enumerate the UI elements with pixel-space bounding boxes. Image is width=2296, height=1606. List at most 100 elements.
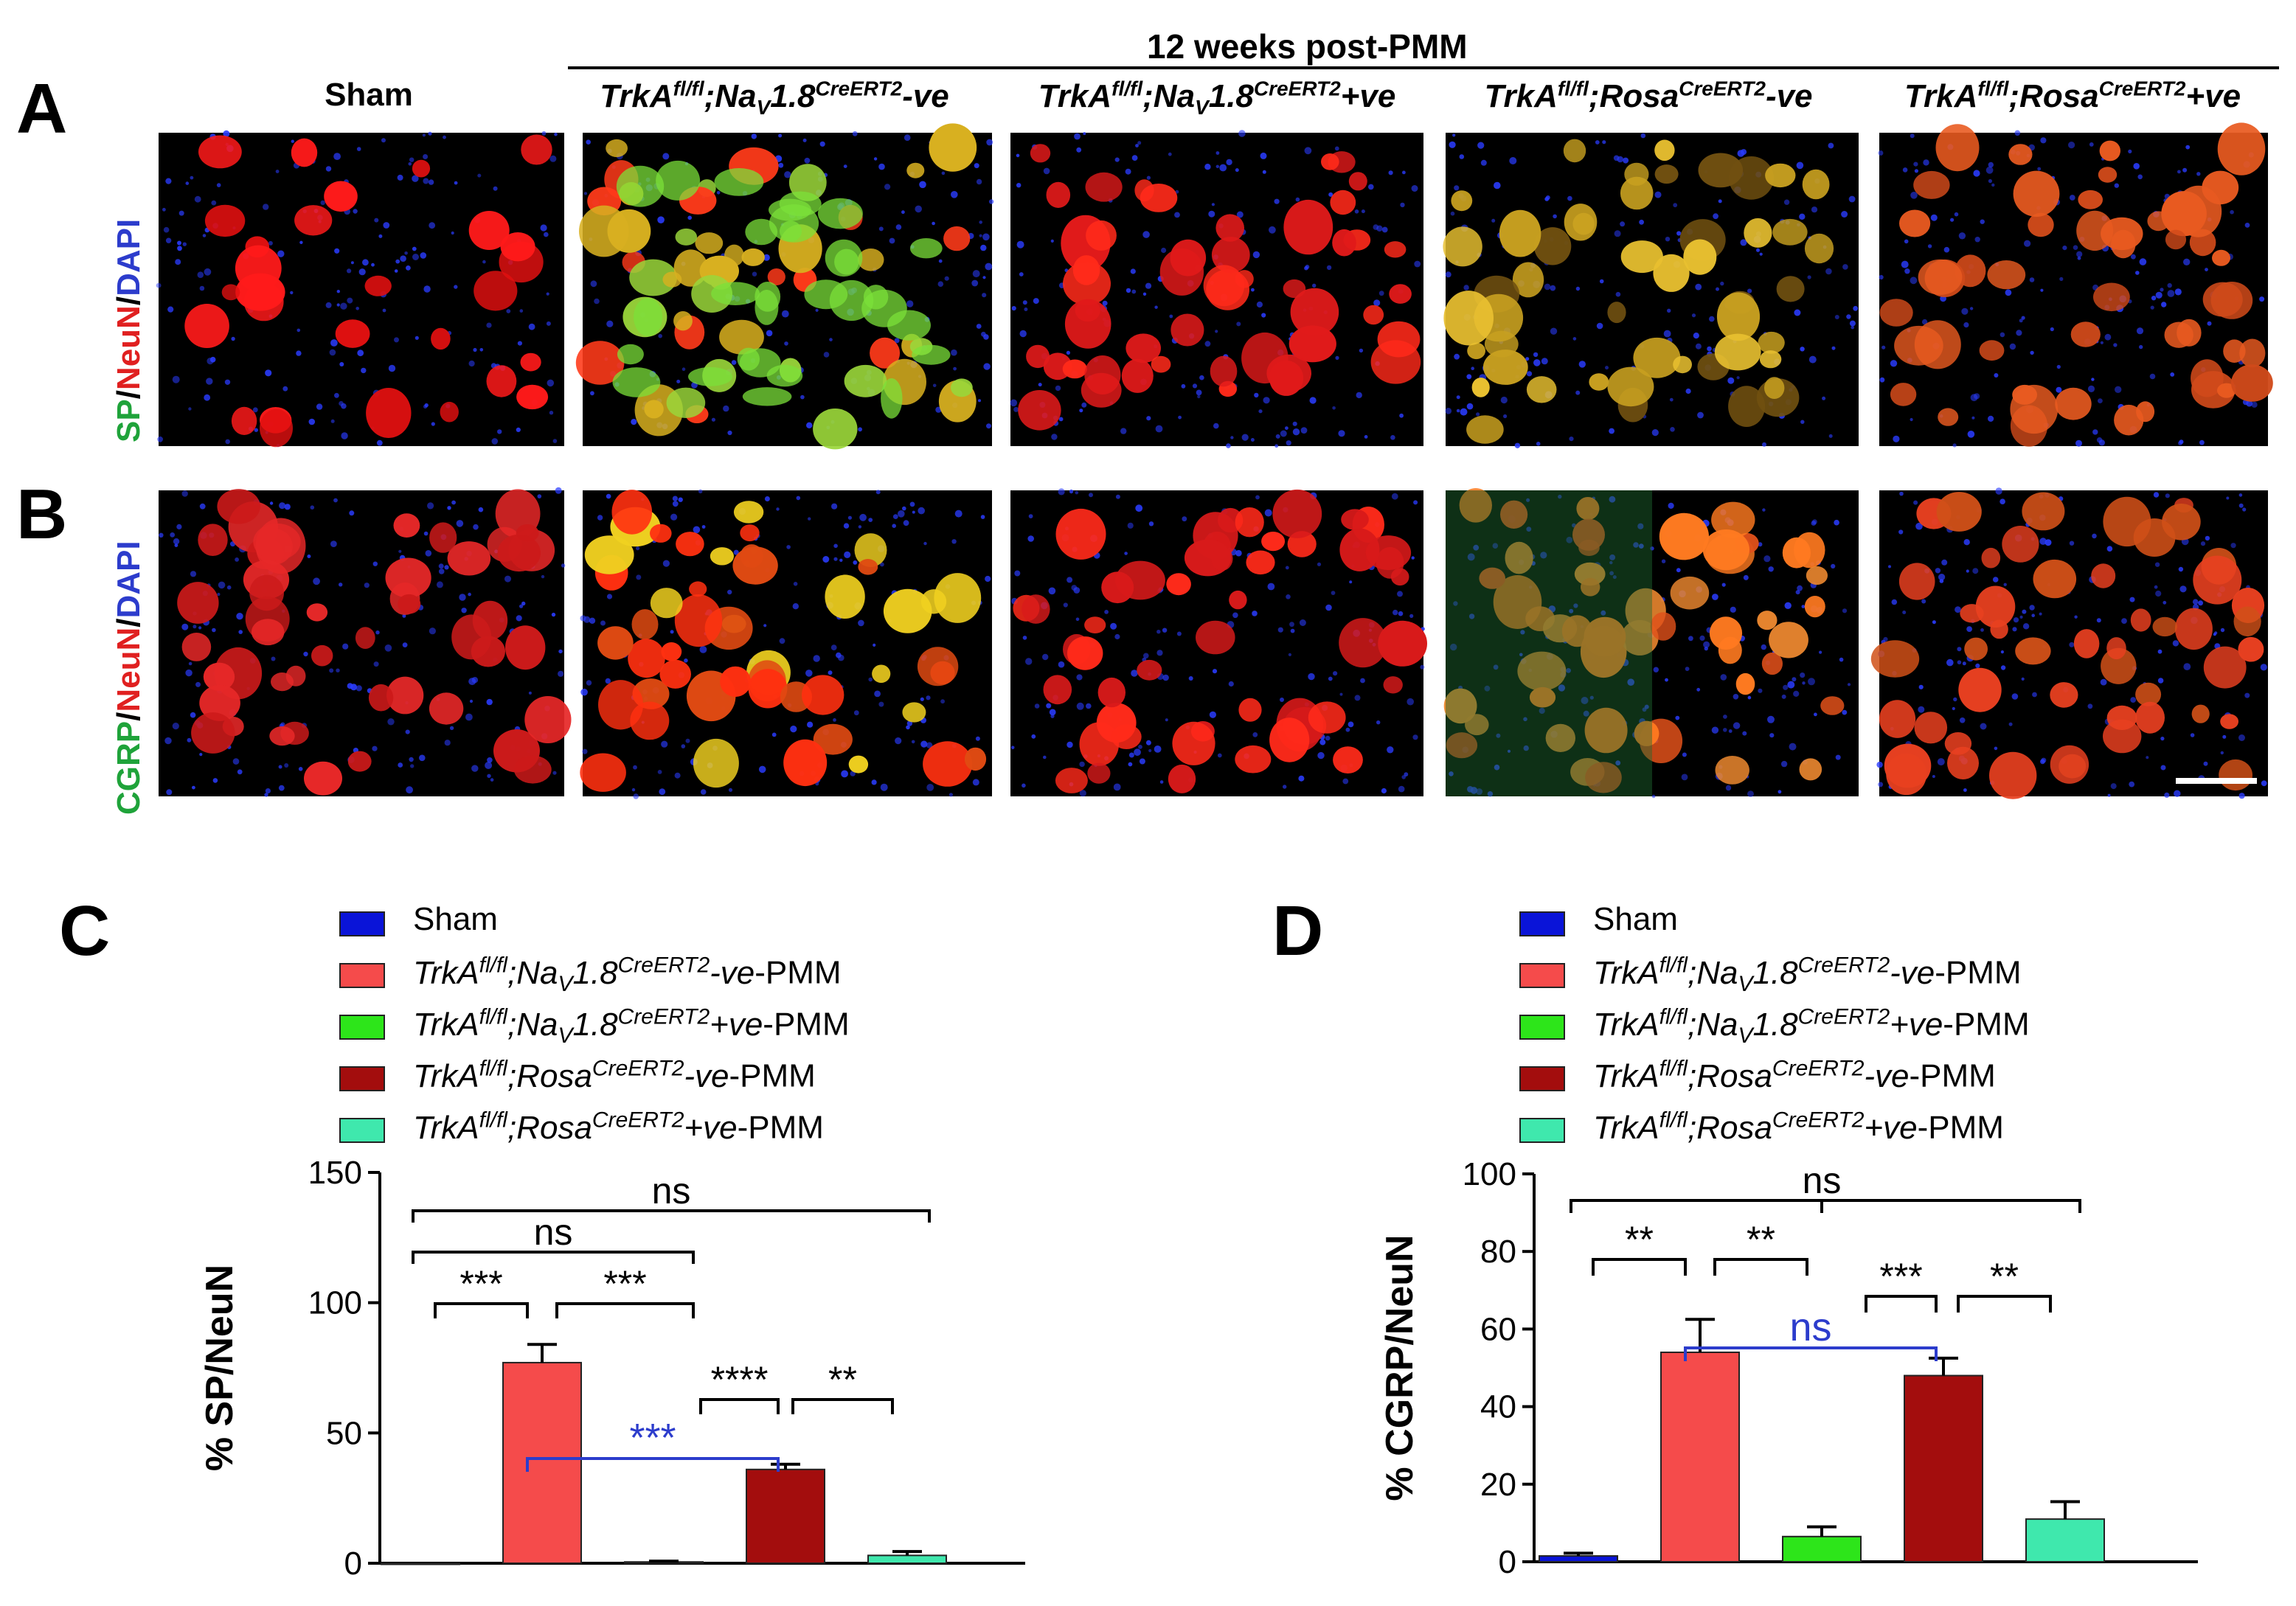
neuron-cell xyxy=(1975,585,2016,628)
dapi-nucleus xyxy=(2135,271,2140,275)
dapi-nucleus xyxy=(1602,140,1606,145)
dapi-nucleus xyxy=(1566,668,1572,673)
dapi-nucleus xyxy=(444,740,451,746)
dapi-nucleus xyxy=(911,740,915,744)
dapi-nucleus xyxy=(1966,626,1973,632)
dapi-nucleus xyxy=(1204,164,1211,170)
dapi-nucleus xyxy=(384,644,392,652)
significance-label: ** xyxy=(1747,1219,1775,1260)
dapi-nucleus xyxy=(1676,231,1682,236)
dapi-nucleus xyxy=(2226,496,2230,500)
dapi-nucleus xyxy=(2167,290,2175,297)
dapi-nucleus xyxy=(1915,522,1923,530)
neuron-cell xyxy=(1086,220,1117,251)
dapi-nucleus xyxy=(2146,756,2149,759)
dapi-nucleus xyxy=(546,292,549,296)
neuron-cell xyxy=(748,669,788,709)
dapi-nucleus xyxy=(277,250,285,257)
dapi-nucleus xyxy=(1553,214,1557,219)
dapi-nucleus xyxy=(1573,603,1578,608)
dapi-nucleus xyxy=(1466,374,1472,380)
dapi-nucleus xyxy=(868,518,873,522)
dapi-nucleus xyxy=(2155,291,2163,299)
neuron-cell xyxy=(2239,338,2266,368)
neuron-cell xyxy=(659,659,691,689)
dapi-nucleus xyxy=(2190,733,2195,737)
dapi-nucleus xyxy=(980,515,985,519)
dapi-nucleus xyxy=(1878,782,1884,788)
dapi-nucleus xyxy=(1086,703,1092,709)
dapi-nucleus xyxy=(1368,184,1374,190)
dapi-nucleus xyxy=(1258,409,1263,414)
dapi-nucleus xyxy=(858,525,862,529)
dapi-nucleus xyxy=(482,260,486,264)
dapi-nucleus xyxy=(923,541,927,546)
dapi-nucleus xyxy=(1720,674,1727,681)
dapi-nucleus xyxy=(423,285,431,293)
neuron-cell xyxy=(2220,714,2239,729)
legend-d: Sham TrkAfl/fl;NaV1.8CreERT2-ve-PMM TrkA… xyxy=(1519,901,2183,1152)
dapi-nucleus xyxy=(497,429,502,434)
dapi-nucleus xyxy=(982,233,990,241)
dapi-nucleus xyxy=(843,164,847,169)
dapi-nucleus xyxy=(1995,487,2002,495)
neuron-cell xyxy=(1772,218,1808,246)
neuron-cell xyxy=(1804,233,1834,264)
dapi-nucleus xyxy=(1381,226,1388,233)
neuron-cell xyxy=(1529,686,1556,708)
dapi-nucleus xyxy=(1019,272,1024,277)
dapi-nucleus xyxy=(674,772,681,779)
dapi-nucleus xyxy=(909,501,915,507)
dapi-nucleus xyxy=(1016,183,1022,188)
dapi-nucleus xyxy=(225,439,231,445)
dapi-nucleus xyxy=(880,783,888,791)
dapi-nucleus xyxy=(1063,602,1068,608)
dapi-nucleus xyxy=(672,501,679,507)
dapi-nucleus xyxy=(1079,790,1086,797)
dapi-nucleus xyxy=(471,765,479,772)
dapi-nucleus xyxy=(2121,618,2127,624)
micrograph-panel xyxy=(1870,487,2268,799)
dapi-nucleus xyxy=(937,281,944,288)
neuron-cell xyxy=(1744,218,1772,248)
dapi-nucleus xyxy=(2022,623,2030,630)
dapi-nucleus xyxy=(1600,610,1606,616)
dapi-nucleus xyxy=(2261,780,2267,787)
dapi-nucleus xyxy=(1707,346,1712,352)
dapi-nucleus xyxy=(1019,330,1027,338)
neuron-cell xyxy=(813,409,858,450)
dapi-nucleus xyxy=(698,489,703,494)
neuron-cell xyxy=(1466,415,1504,444)
dapi-nucleus xyxy=(1452,133,1456,137)
dapi-nucleus xyxy=(1373,299,1381,307)
neuron-cell xyxy=(1500,500,1528,529)
neuron-cell xyxy=(1764,377,1785,399)
neuron-cell xyxy=(848,755,869,774)
dapi-nucleus xyxy=(2164,792,2170,798)
micrograph-grid xyxy=(156,122,2273,799)
dapi-nucleus xyxy=(631,419,637,425)
neuron-cell xyxy=(1702,529,1749,571)
dapi-nucleus xyxy=(177,240,181,246)
legend-label: Sham xyxy=(1593,901,1678,937)
dapi-nucleus xyxy=(1727,377,1735,384)
dapi-nucleus xyxy=(176,524,182,530)
dapi-nucleus xyxy=(980,244,987,251)
dapi-nucleus xyxy=(1828,142,1834,149)
dapi-nucleus xyxy=(1290,628,1295,633)
dapi-nucleus xyxy=(429,628,437,635)
dapi-nucleus xyxy=(517,341,523,346)
neuron-cell xyxy=(1765,163,1796,188)
dapi-nucleus xyxy=(1010,399,1018,407)
dapi-nucleus xyxy=(409,757,414,762)
dapi-nucleus xyxy=(447,506,451,510)
dapi-nucleus xyxy=(468,592,471,597)
dapi-nucleus xyxy=(836,652,842,658)
dapi-nucleus xyxy=(2013,617,2019,623)
dapi-nucleus xyxy=(190,571,197,577)
dapi-nucleus xyxy=(751,133,757,139)
dapi-nucleus xyxy=(1148,748,1152,753)
dapi-nucleus xyxy=(878,226,884,232)
dapi-nucleus xyxy=(2185,145,2191,150)
dapi-nucleus xyxy=(1280,430,1287,437)
